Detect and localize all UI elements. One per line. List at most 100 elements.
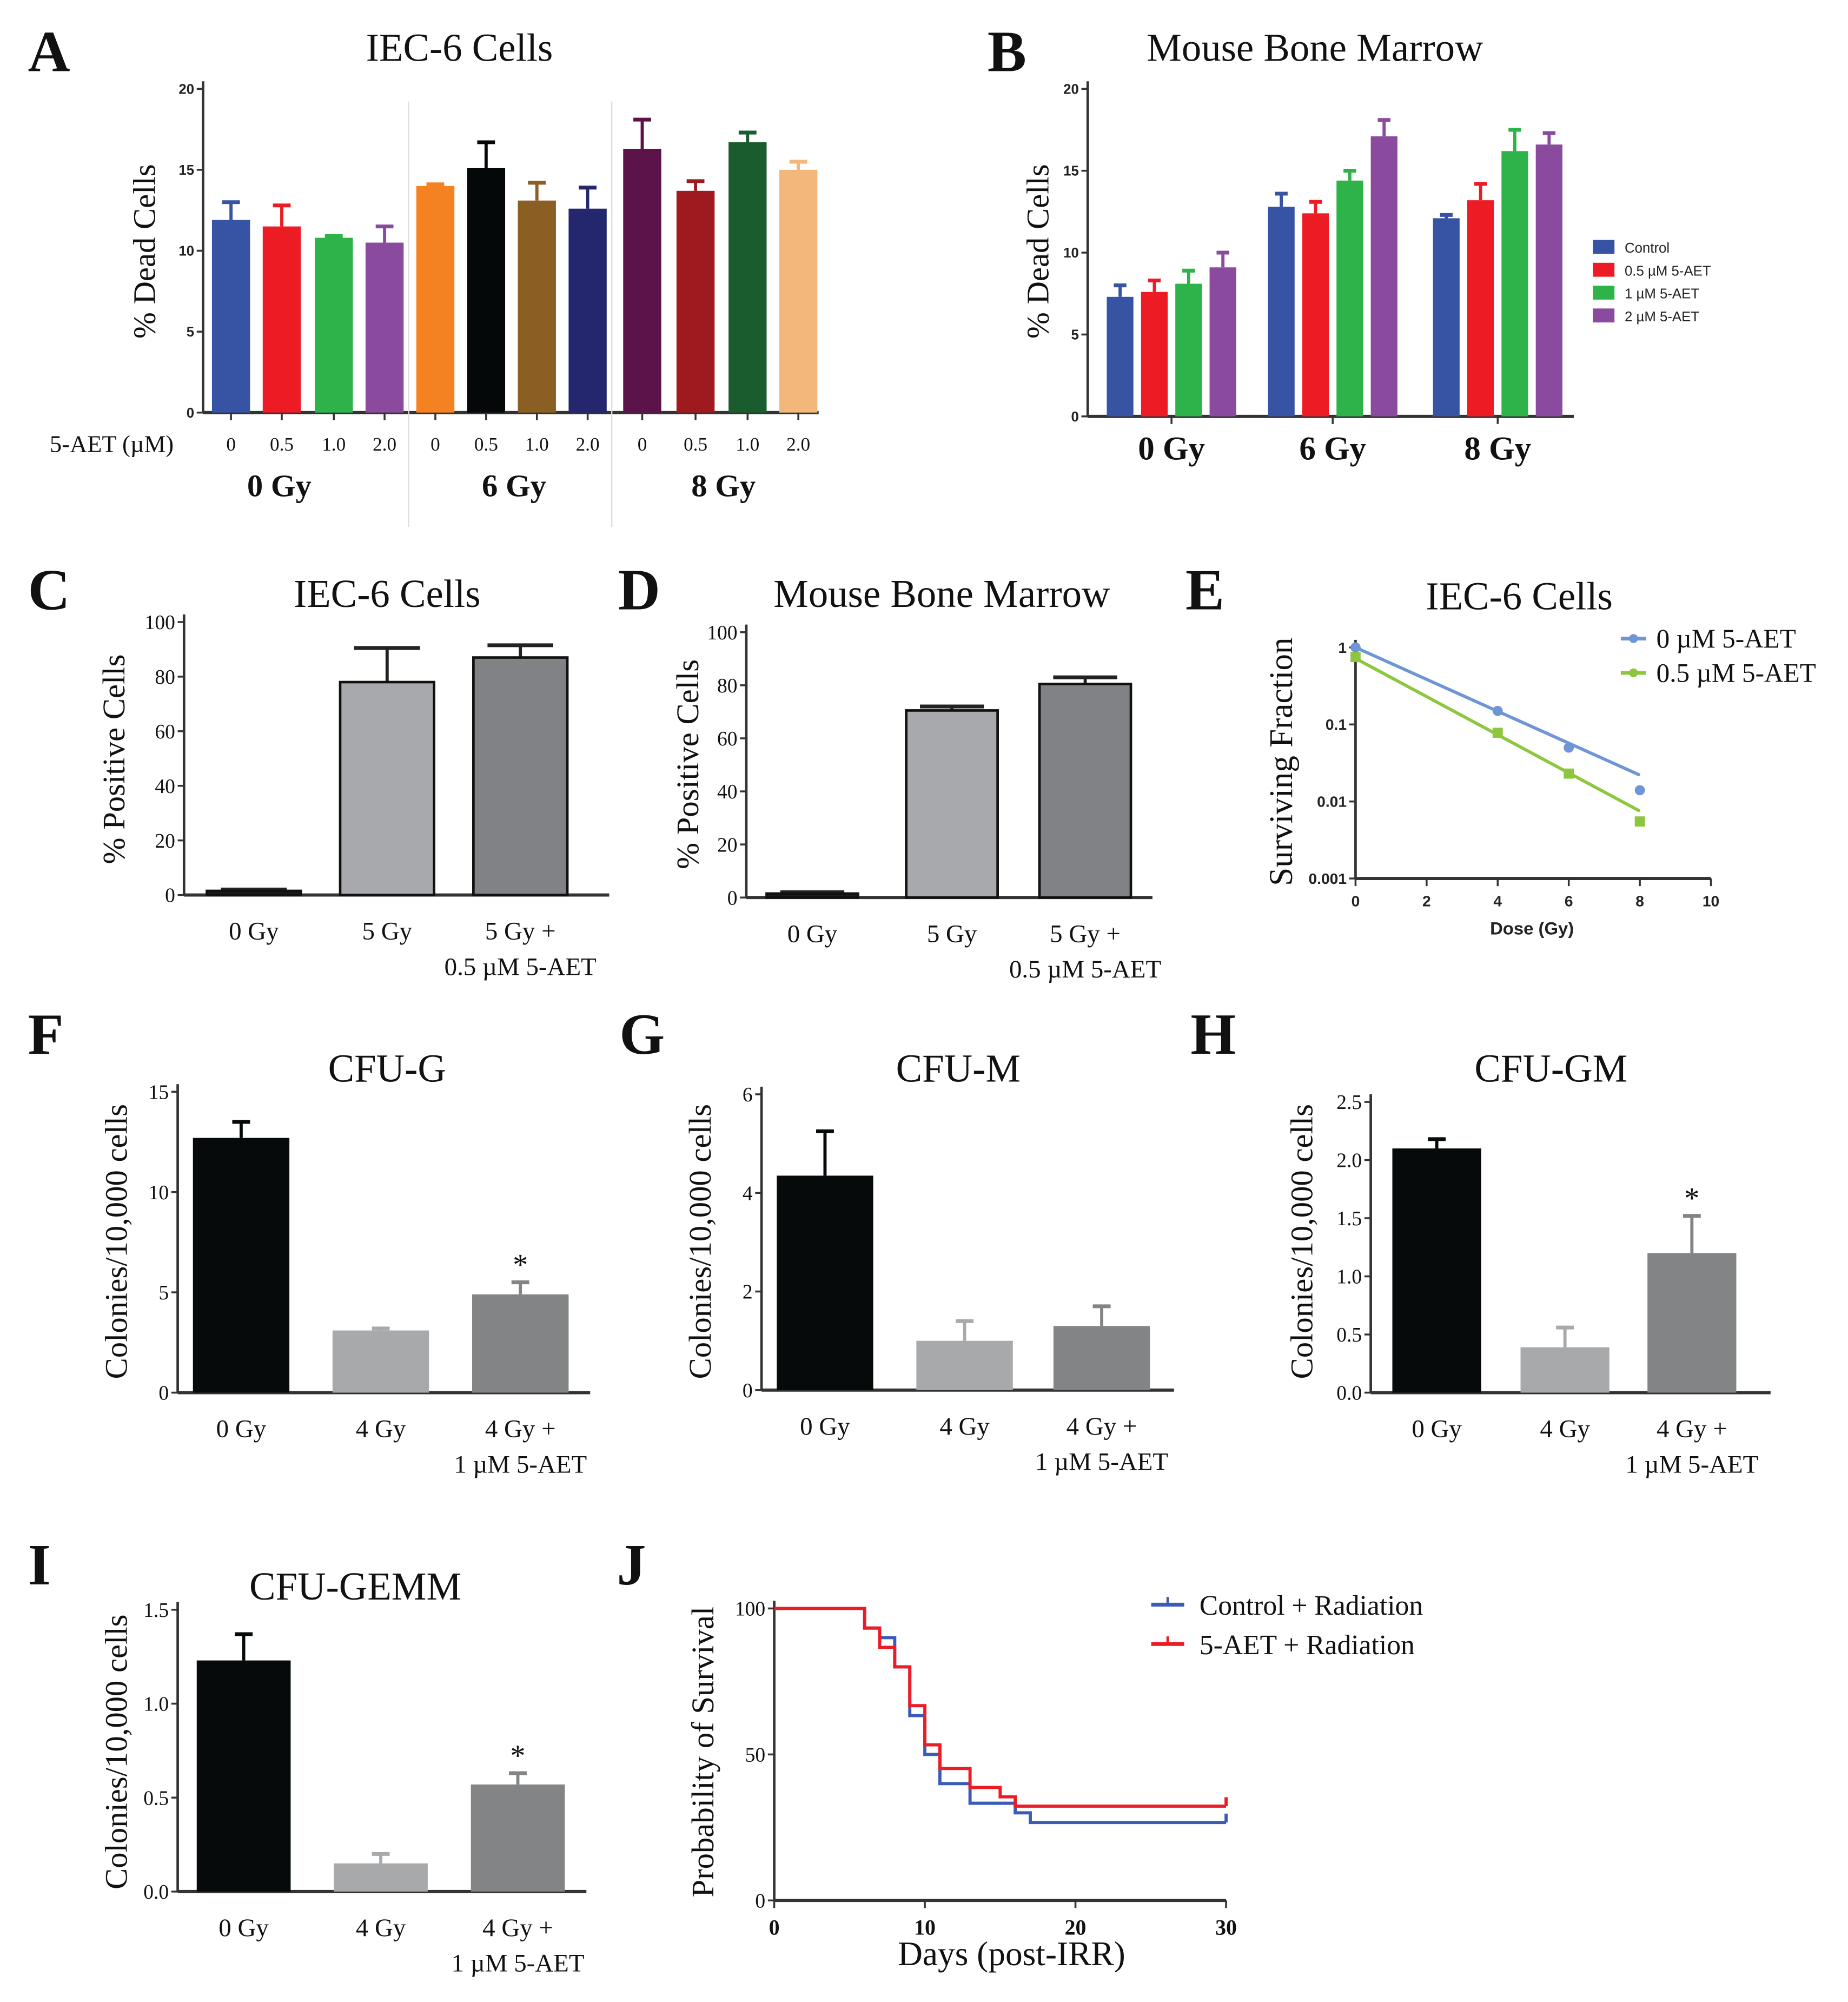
panel-i: I CFU-GEMM Colonies/10,000 cells 0.0 0.5 1.0 1… [28,1533,587,1978]
x-tick-label: 0 [769,1915,780,1940]
y-tick-label: 1 [1338,639,1347,656]
y-tick-label: 0.0 [143,1881,169,1904]
x-tick-label: 4 Gy + [1067,1412,1137,1441]
panel-e: E IEC-6 Cells Surviving Fraction 0.001 0.01 0… [1185,558,1816,938]
y-tick-label: 10 [149,1182,169,1204]
bar [1535,144,1562,417]
panel-b: B Mouse Bone Marrow % Dead Cells 0 5 10 15 20 Co… [988,19,1711,467]
x-tick-label: 2.0 [373,434,396,455]
panel-letter: A [28,19,70,84]
x-tick-label: 8 Gy [1464,431,1531,467]
x-tick-label: 5 Gy + [1050,920,1121,948]
bar [1053,1326,1150,1390]
panel-letter: B [988,19,1026,84]
data-point [1564,742,1574,753]
x-tick-label: 4 Gy [356,1914,406,1942]
x-tick-label: 0 Gy [216,1415,267,1443]
y-tick-label: 100 [707,622,737,644]
bar [332,1330,429,1393]
bar [1209,267,1236,417]
y-tick-label: 1.5 [143,1600,169,1622]
x-tick-label: 0 Gy [800,1412,850,1441]
panel-letter: I [28,1533,51,1597]
x-tick-label: 0 [638,434,647,455]
legend-label: Control + Radiation [1200,1590,1423,1621]
bar [1433,218,1460,417]
panel-a: A IEC-6 Cells % Dead Cells 0 5 10 15 20 0 0.5 1.0 2… [28,19,819,527]
y-tick-label: 5 [158,1282,169,1304]
x-tick-label: 2 [1422,893,1431,910]
y-tick-label: 5 [1071,327,1078,342]
chart-title: IEC-6 Cells [1426,574,1613,618]
bar [315,237,353,413]
x-tick-label: 4 Gy [939,1412,990,1441]
legend-label: 5-AET + Radiation [1200,1630,1415,1661]
y-tick-label: 6 [743,1084,753,1106]
y-axis-label: Surviving Fraction [1263,638,1300,886]
y-tick-label: 2 [743,1281,753,1304]
y-tick-label: 2.5 [1336,1092,1362,1114]
panel-letter: F [28,1002,64,1067]
chart-title: Mouse Bone Marrow [773,572,1110,616]
y-axis-label: Colonies/10,000 cells [99,1615,134,1889]
y-tick-label: 0 [187,406,194,421]
bar [193,1138,290,1393]
chart-title: CFU-GM [1474,1047,1627,1091]
x-tick-label: 2.0 [786,434,810,455]
bar [1038,683,1132,899]
y-tick-label: 20 [1063,82,1079,97]
y-axis-label: Colonies/10,000 cells [683,1104,718,1379]
legend-label: Control [1625,241,1670,256]
bar [1392,1148,1481,1393]
chart-title: CFU-GEMM [249,1564,461,1608]
legend-swatch [1593,240,1615,254]
bar [518,200,556,413]
bar [777,1175,873,1390]
bar [471,1784,565,1892]
y-axis-label: Colonies/10,000 cells [1284,1104,1320,1379]
x-tick-label: 8 [1635,893,1644,910]
y-tick-label: 5 [187,325,194,340]
significance-star: * [1684,1182,1699,1215]
x-tick-label: 10 [1703,893,1719,910]
bar [196,1660,291,1892]
bar [779,169,818,413]
y-tick-label: 0 [743,1380,753,1402]
bar [472,656,569,896]
panel-j: J Probability of Survival 0 50 100 0 10 20 30 Day… [617,1533,1423,1973]
y-tick-label: 0 [755,1890,765,1912]
bar [676,190,715,413]
panel-letter: J [617,1533,646,1597]
x-tick-label: 0 Gy [787,920,838,948]
y-axis-label: Probability of Survival [685,1607,720,1898]
x-tick-label: 1 µM 5-AET [1035,1448,1168,1476]
bar [765,892,859,899]
bar [206,889,302,896]
y-axis-label: % Positive Cells [670,659,705,869]
bar [472,1294,569,1393]
x-tick-label: 2.0 [576,434,600,455]
data-point [1350,642,1361,653]
bar [211,220,250,413]
panel-letter: E [1185,558,1224,622]
x-tick-label: 0.5 [684,434,707,455]
legend-marker [1629,668,1638,678]
x-tick-label: 4 Gy + [485,1415,556,1443]
bar [1336,180,1363,417]
bar [467,168,506,413]
bar [339,680,435,896]
legend-swatch [1593,262,1615,277]
y-tick-label: 1.0 [1336,1266,1362,1289]
x-tick-label: 1 µM 5-AET [1625,1450,1758,1478]
survival-curve [774,1607,1227,1808]
bar [1467,200,1494,417]
y-tick-label: 10 [1063,246,1079,261]
x-tick-label: 4 Gy [356,1415,406,1443]
x-tick-label: 0 Gy [1138,431,1205,467]
y-axis-label: % Dead Cells [1020,164,1055,339]
legend-swatch [1593,286,1615,300]
x-tick-label: 1 µM 5-AET [452,1950,585,1978]
y-tick-label: 15 [178,163,194,178]
y-tick-label: 40 [155,776,175,798]
